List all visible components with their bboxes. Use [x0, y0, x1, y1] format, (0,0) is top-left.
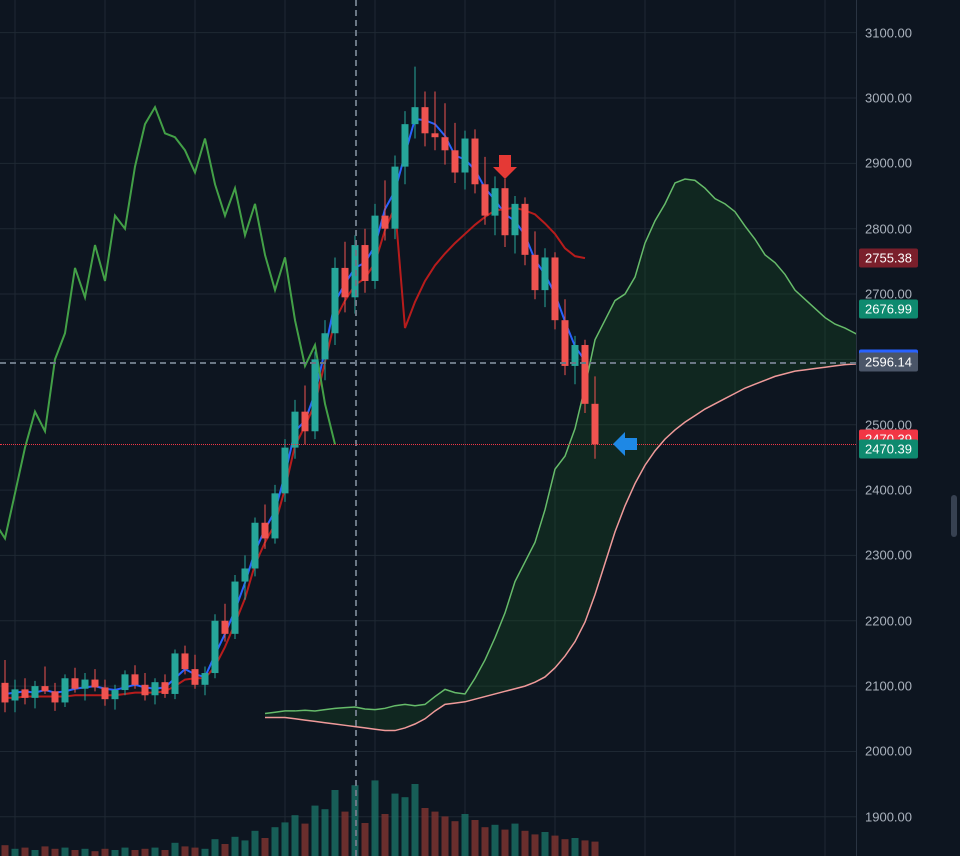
price-tag: 2470.39 [859, 439, 918, 458]
price-tick: 2200.00 [865, 613, 955, 628]
price-tick: 2300.00 [865, 548, 955, 563]
price-tag: 2596.14 [859, 352, 918, 371]
plot-area[interactable] [0, 0, 856, 856]
price-axis[interactable]: 3100.003000.002900.002800.002700.002600.… [856, 0, 960, 856]
candlesticks [0, 0, 856, 856]
price-tick: 2900.00 [865, 156, 955, 171]
price-tick: 2100.00 [865, 679, 955, 694]
price-tick: 2800.00 [865, 221, 955, 236]
chart-root: 3100.003000.002900.002800.002700.002600.… [0, 0, 960, 856]
price-tag: 2676.99 [859, 300, 918, 319]
price-tick: 2400.00 [865, 483, 955, 498]
price-tick: 3100.00 [865, 25, 955, 40]
price-tick: 1900.00 [865, 809, 955, 824]
price-tick: 2000.00 [865, 744, 955, 759]
price-tag: 2755.38 [859, 248, 918, 267]
price-tick: 3000.00 [865, 91, 955, 106]
price-axis-scroll-handle[interactable] [951, 495, 957, 537]
